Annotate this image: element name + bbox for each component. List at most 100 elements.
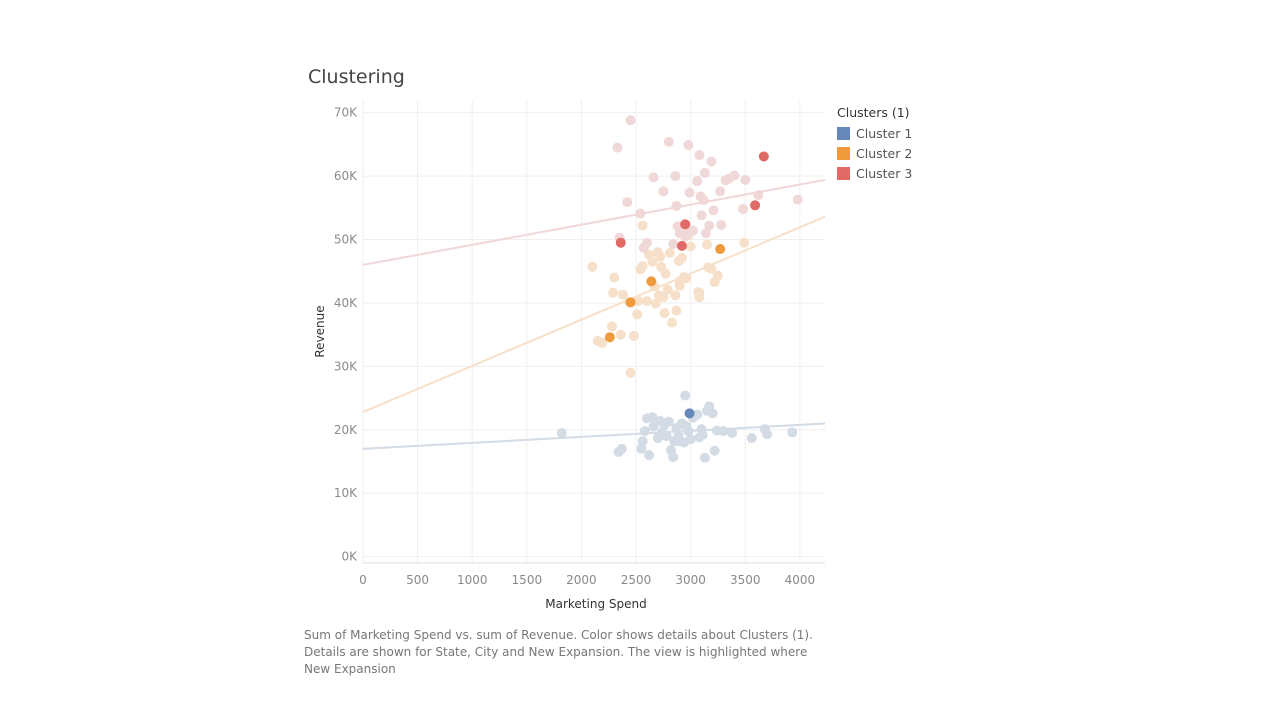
data-point-cluster-2[interactable] [647, 256, 658, 267]
data-point-cluster-3[interactable] [753, 190, 764, 201]
data-point-cluster-1[interactable] [661, 431, 672, 442]
data-point-cluster-3[interactable] [738, 204, 749, 215]
data-point-cluster-2[interactable] [617, 289, 628, 300]
legend-item-cluster-2[interactable]: Cluster 2 [837, 143, 912, 163]
data-point-cluster-1[interactable] [668, 452, 679, 463]
data-point-cluster-1[interactable] [685, 434, 696, 445]
legend-item-cluster-3[interactable]: Cluster 3 [837, 163, 912, 183]
data-point-cluster-2[interactable] [659, 308, 670, 319]
data-point-cluster-1[interactable] [616, 443, 627, 454]
data-point-cluster-1[interactable] [759, 424, 770, 435]
data-point-cluster-1[interactable] [787, 427, 798, 438]
data-point-cluster-3[interactable] [699, 167, 710, 178]
data-point-cluster-3[interactable] [663, 136, 674, 147]
data-point-cluster-3[interactable] [658, 186, 669, 197]
data-point-cluster-2[interactable] [625, 367, 636, 378]
data-point-cluster-1[interactable] [663, 416, 674, 427]
data-point-cluster-2[interactable] [739, 237, 750, 248]
highlighted-point-cluster-3[interactable] [758, 151, 769, 162]
data-point-cluster-2[interactable] [615, 329, 626, 340]
data-point-cluster-2[interactable] [650, 298, 661, 309]
data-point-cluster-2[interactable] [694, 287, 705, 298]
data-point-cluster-2[interactable] [608, 287, 619, 298]
data-point-cluster-3[interactable] [698, 195, 709, 206]
data-point-cluster-3[interactable] [648, 172, 659, 183]
data-point-cluster-3[interactable] [692, 176, 703, 187]
data-point-cluster-1[interactable] [699, 452, 710, 463]
highlighted-point-cluster-3[interactable] [615, 237, 626, 248]
data-point-cluster-2[interactable] [641, 296, 652, 307]
data-point-cluster-1[interactable] [639, 426, 650, 437]
data-point-cluster-2[interactable] [676, 252, 687, 263]
data-point-cluster-1[interactable] [697, 429, 708, 440]
data-point-cluster-2[interactable] [632, 309, 643, 320]
highlighted-point-cluster-2[interactable] [604, 332, 615, 343]
data-point-cluster-3[interactable] [792, 194, 803, 205]
legend-item-cluster-1[interactable]: Cluster 1 [837, 123, 912, 143]
data-point-cluster-2[interactable] [671, 305, 682, 316]
data-point-cluster-3[interactable] [715, 186, 726, 197]
data-point-cluster-3[interactable] [635, 208, 646, 219]
data-point-cluster-2[interactable] [662, 284, 673, 295]
data-point-cluster-2[interactable] [702, 239, 713, 250]
data-point-cluster-1[interactable] [718, 426, 729, 437]
data-point-cluster-3[interactable] [706, 156, 717, 167]
data-point-cluster-1[interactable] [707, 408, 718, 419]
data-point-cluster-3[interactable] [694, 150, 705, 161]
data-point-cluster-2[interactable] [670, 290, 681, 301]
data-point-cluster-1[interactable] [644, 450, 655, 461]
data-point-cluster-2[interactable] [660, 268, 671, 279]
data-point-cluster-2[interactable] [607, 321, 618, 332]
data-point-cluster-1[interactable] [636, 443, 647, 454]
data-point-cluster-3[interactable] [729, 170, 740, 181]
data-point-cluster-1[interactable] [648, 421, 659, 432]
data-point-cluster-3[interactable] [670, 171, 681, 182]
data-point-cluster-2[interactable] [674, 276, 685, 287]
data-point-cluster-3[interactable] [683, 140, 694, 151]
data-point-cluster-3[interactable] [680, 231, 691, 242]
data-point-cluster-2[interactable] [685, 241, 696, 252]
highlighted-point-cluster-3[interactable] [676, 240, 687, 251]
data-point-cluster-1[interactable] [683, 426, 694, 437]
highlighted-point-cluster-3[interactable] [750, 200, 761, 211]
data-point-cluster-2[interactable] [658, 292, 669, 303]
data-point-cluster-2[interactable] [637, 220, 648, 231]
data-point-cluster-1[interactable] [692, 409, 703, 420]
data-point-cluster-3[interactable] [622, 197, 633, 208]
data-point-cluster-3[interactable] [625, 115, 636, 126]
data-point-cluster-2[interactable] [609, 272, 620, 283]
highlighted-point-cluster-2[interactable] [715, 244, 726, 255]
data-point-cluster-1[interactable] [680, 390, 691, 401]
data-point-cluster-1[interactable] [637, 436, 648, 447]
highlighted-point-cluster-1[interactable] [684, 408, 695, 419]
data-point-cluster-2[interactable] [664, 247, 675, 258]
data-point-cluster-2[interactable] [633, 296, 644, 307]
data-point-cluster-3[interactable] [700, 228, 711, 239]
data-point-cluster-1[interactable] [727, 427, 738, 438]
data-point-cluster-3[interactable] [696, 210, 707, 221]
data-point-cluster-3[interactable] [671, 200, 682, 211]
highlighted-point-cluster-2[interactable] [646, 276, 657, 287]
data-points[interactable] [556, 115, 803, 463]
highlighted-point-cluster-3[interactable] [680, 219, 691, 230]
data-point-cluster-2[interactable] [637, 261, 648, 272]
data-point-cluster-2[interactable] [667, 317, 678, 328]
data-point-cluster-2[interactable] [628, 330, 639, 341]
data-point-cluster-3[interactable] [704, 220, 715, 231]
data-point-cluster-2[interactable] [592, 336, 603, 347]
data-point-cluster-1[interactable] [709, 445, 720, 456]
data-point-cluster-3[interactable] [684, 187, 695, 198]
data-point-cluster-2[interactable] [712, 270, 723, 281]
data-point-cluster-3[interactable] [612, 142, 623, 153]
data-point-cluster-3[interactable] [716, 219, 727, 230]
data-point-cluster-3[interactable] [668, 238, 679, 249]
data-point-cluster-3[interactable] [740, 174, 751, 185]
data-point-cluster-2[interactable] [587, 261, 598, 272]
data-point-cluster-2[interactable] [655, 251, 666, 262]
data-point-cluster-1[interactable] [647, 412, 658, 423]
data-point-cluster-3[interactable] [638, 242, 649, 253]
data-point-cluster-1[interactable] [556, 427, 567, 438]
data-point-cluster-1[interactable] [746, 433, 757, 444]
data-point-cluster-3[interactable] [687, 225, 698, 236]
